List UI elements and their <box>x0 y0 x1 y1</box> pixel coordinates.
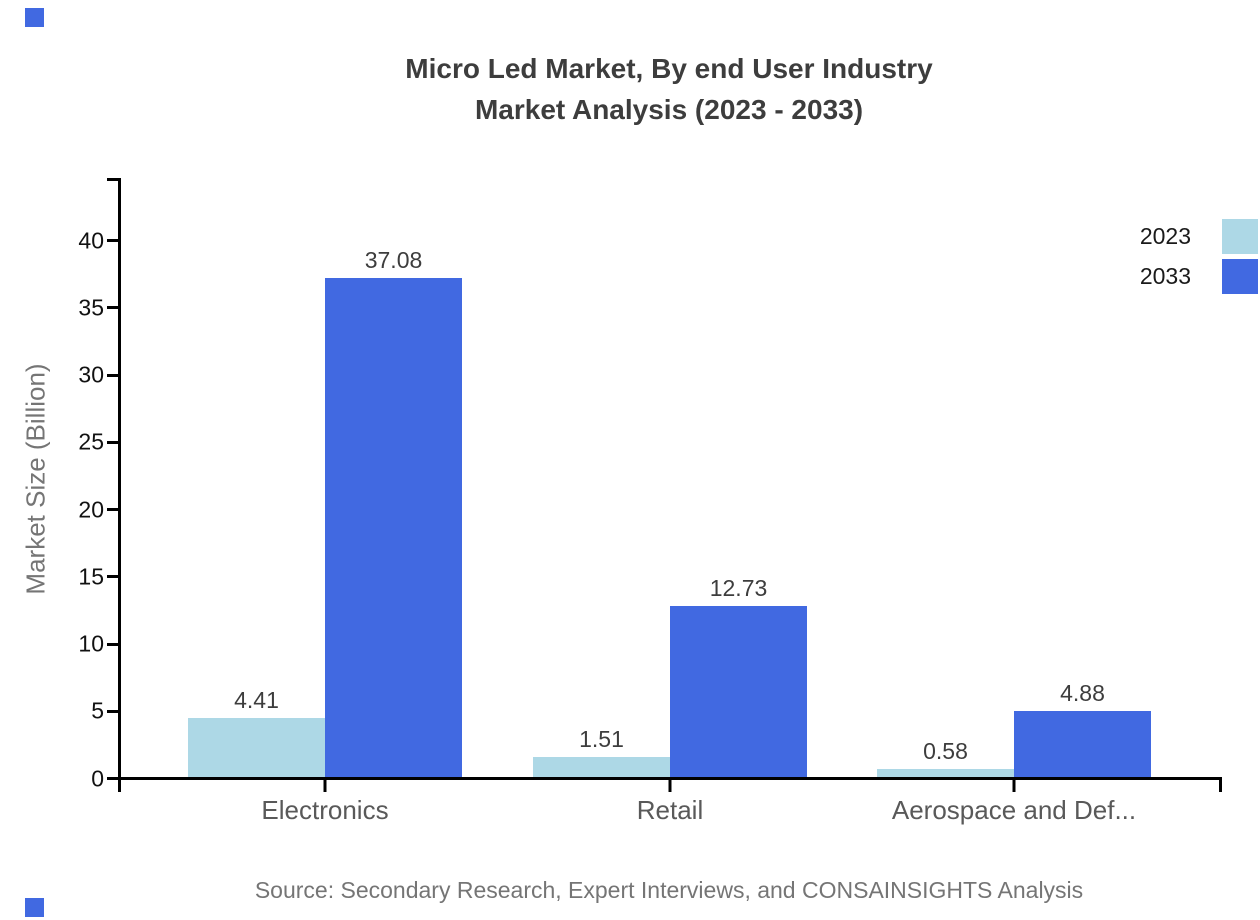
y-tick <box>107 373 118 377</box>
legend-item-2033: 2033 <box>1140 259 1258 294</box>
y-tick-label: 35 <box>78 294 104 321</box>
y-tick-label: 15 <box>78 563 104 590</box>
chart-title-line2: Market Analysis (2023 - 2033) <box>474 94 864 125</box>
legend-item-2023: 2023 <box>1140 219 1258 254</box>
corner-accent-bottom-left <box>25 898 44 917</box>
bar-2023-2 <box>877 769 1014 777</box>
y-tick <box>107 709 118 713</box>
value-label: 4.88 <box>1060 680 1105 707</box>
y-tick-label: 0 <box>91 765 104 791</box>
y-tick <box>107 777 118 780</box>
chart-title-line1: Micro Led Market, By end User Industry <box>405 53 933 84</box>
legend: 2023 2033 <box>1140 219 1258 294</box>
y-tick-label: 40 <box>78 227 104 253</box>
y-tick <box>107 440 118 444</box>
y-tick-label: 25 <box>78 428 104 455</box>
value-label: 4.41 <box>234 686 279 713</box>
value-label: 0.58 <box>923 738 968 765</box>
y-tick <box>107 306 118 310</box>
bar-2033-0 <box>325 278 462 777</box>
value-label: 37.08 <box>364 247 423 274</box>
bar-2023-1 <box>533 756 670 777</box>
value-label: 12.73 <box>709 574 768 601</box>
bar-2023-0 <box>188 717 325 777</box>
corner-accent-top-left <box>25 8 44 27</box>
category-label: Retail <box>636 795 704 825</box>
y-tick <box>107 508 118 511</box>
legend-label-2023: 2023 <box>1139 223 1191 249</box>
y-tick-label: 10 <box>78 630 104 657</box>
x-tick <box>1012 780 1016 792</box>
y-tick <box>107 642 118 646</box>
legend-swatch-2023 <box>1222 219 1258 254</box>
y-axis-title: Market Size (Billion) <box>20 363 51 595</box>
category-label: Electronics <box>261 795 389 825</box>
plot-area: 0 5 10 15 20 25 30 35 40 Electronics 4.41 37.08 Reta… <box>78 178 1222 825</box>
bar-2033-2 <box>1014 711 1151 777</box>
y-tick-label: 30 <box>78 361 104 388</box>
x-axis-line <box>118 777 1222 780</box>
x-tick <box>323 780 327 792</box>
y-tick <box>107 575 118 579</box>
y-axis-line <box>118 178 121 792</box>
source-note: Source: Secondary Research, Expert Inter… <box>254 877 1084 903</box>
y-tick-label: 5 <box>91 697 104 724</box>
bar-2033-1 <box>670 605 807 777</box>
chart-title: Micro Led Market, By end User Industry M… <box>78 48 1260 130</box>
category-label: Aerospace and Def... <box>891 795 1137 825</box>
y-tick <box>107 239 118 242</box>
legend-label-2033: 2033 <box>1139 263 1191 289</box>
y-tick-label: 20 <box>78 496 104 522</box>
x-tick <box>668 780 672 792</box>
value-label: 1.51 <box>579 725 624 752</box>
legend-swatch-2033 <box>1222 259 1258 294</box>
y-axis-end-tick <box>107 178 118 181</box>
x-axis-end-tick <box>1219 780 1222 792</box>
